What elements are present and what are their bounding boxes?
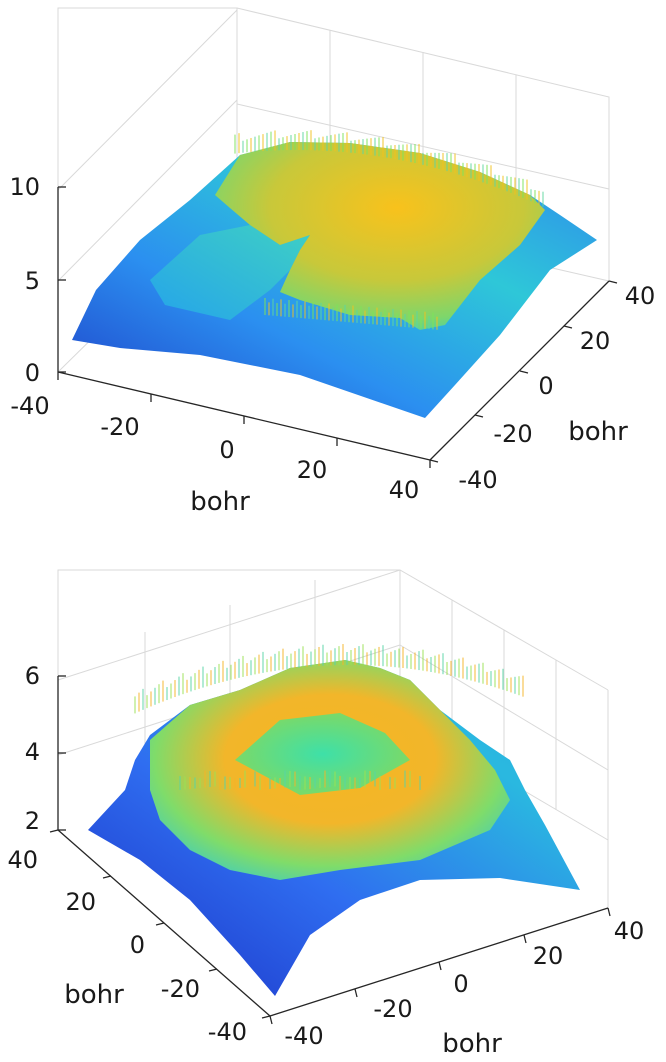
x-tick-label: -20 (373, 995, 412, 1023)
plot-1-z-ticks: 10 5 0 (9, 173, 66, 387)
x-axis-label: bohr (442, 1029, 502, 1059)
z-tick-label: 2 (25, 807, 40, 835)
y-axis-label: bohr (568, 417, 628, 447)
y-tick-label: 40 (625, 282, 656, 310)
plot-1-plateau (215, 142, 545, 330)
x-axis-label: bohr (190, 487, 250, 517)
x-tick-label: 40 (389, 476, 420, 504)
y-tick-label: 40 (7, 846, 38, 874)
x-tick-label: -40 (10, 392, 49, 420)
y-tick-label: 0 (538, 372, 553, 400)
z-tick-label: 6 (25, 662, 40, 690)
y-tick-label: -20 (161, 975, 200, 1003)
y-tick-label: -20 (493, 420, 532, 448)
x-tick-label: 40 (614, 917, 645, 945)
z-tick-label: 10 (9, 173, 40, 201)
y-tick-label: 20 (65, 888, 96, 916)
x-tick-label: 20 (533, 942, 564, 970)
plot-1-x-ticks: -40 -20 0 20 40 bohr (10, 372, 431, 517)
z-tick-label: 5 (25, 267, 40, 295)
y-tick-label: -40 (458, 466, 497, 494)
x-tick-label: 0 (453, 970, 468, 998)
plot-1-y-ticks: -40 -20 0 20 40 bohr (429, 280, 656, 494)
plot-2-z-ticks: 6 4 2 (25, 662, 66, 835)
y-tick-label: 0 (130, 931, 145, 959)
plot-2-spikes (134, 644, 524, 790)
plot-2: 6 4 2 40 20 0 -20 -40 bohr -40 -20 0 (7, 569, 645, 1059)
z-tick-label: 0 (25, 359, 40, 387)
plot-1-spikes (234, 130, 544, 330)
plot-1-notch (150, 225, 310, 320)
plot-2-center (235, 713, 410, 795)
y-tick-label: -40 (208, 1018, 247, 1046)
x-tick-label: 20 (297, 456, 328, 484)
z-tick-label: 4 (25, 738, 40, 766)
y-axis-label: bohr (64, 980, 124, 1010)
x-tick-label: -40 (284, 1022, 323, 1050)
y-tick-label: 20 (580, 327, 611, 355)
plot-2-x-ticks: -40 -20 0 20 40 bohr (269, 907, 645, 1059)
plot-2-y-ticks: 40 20 0 -20 -40 bohr (7, 829, 271, 1046)
x-tick-label: -20 (100, 413, 139, 441)
plot-1: 10 5 0 -40 -20 0 20 40 bohr -40 -20 0 (9, 7, 656, 517)
x-tick-label: 0 (219, 436, 234, 464)
